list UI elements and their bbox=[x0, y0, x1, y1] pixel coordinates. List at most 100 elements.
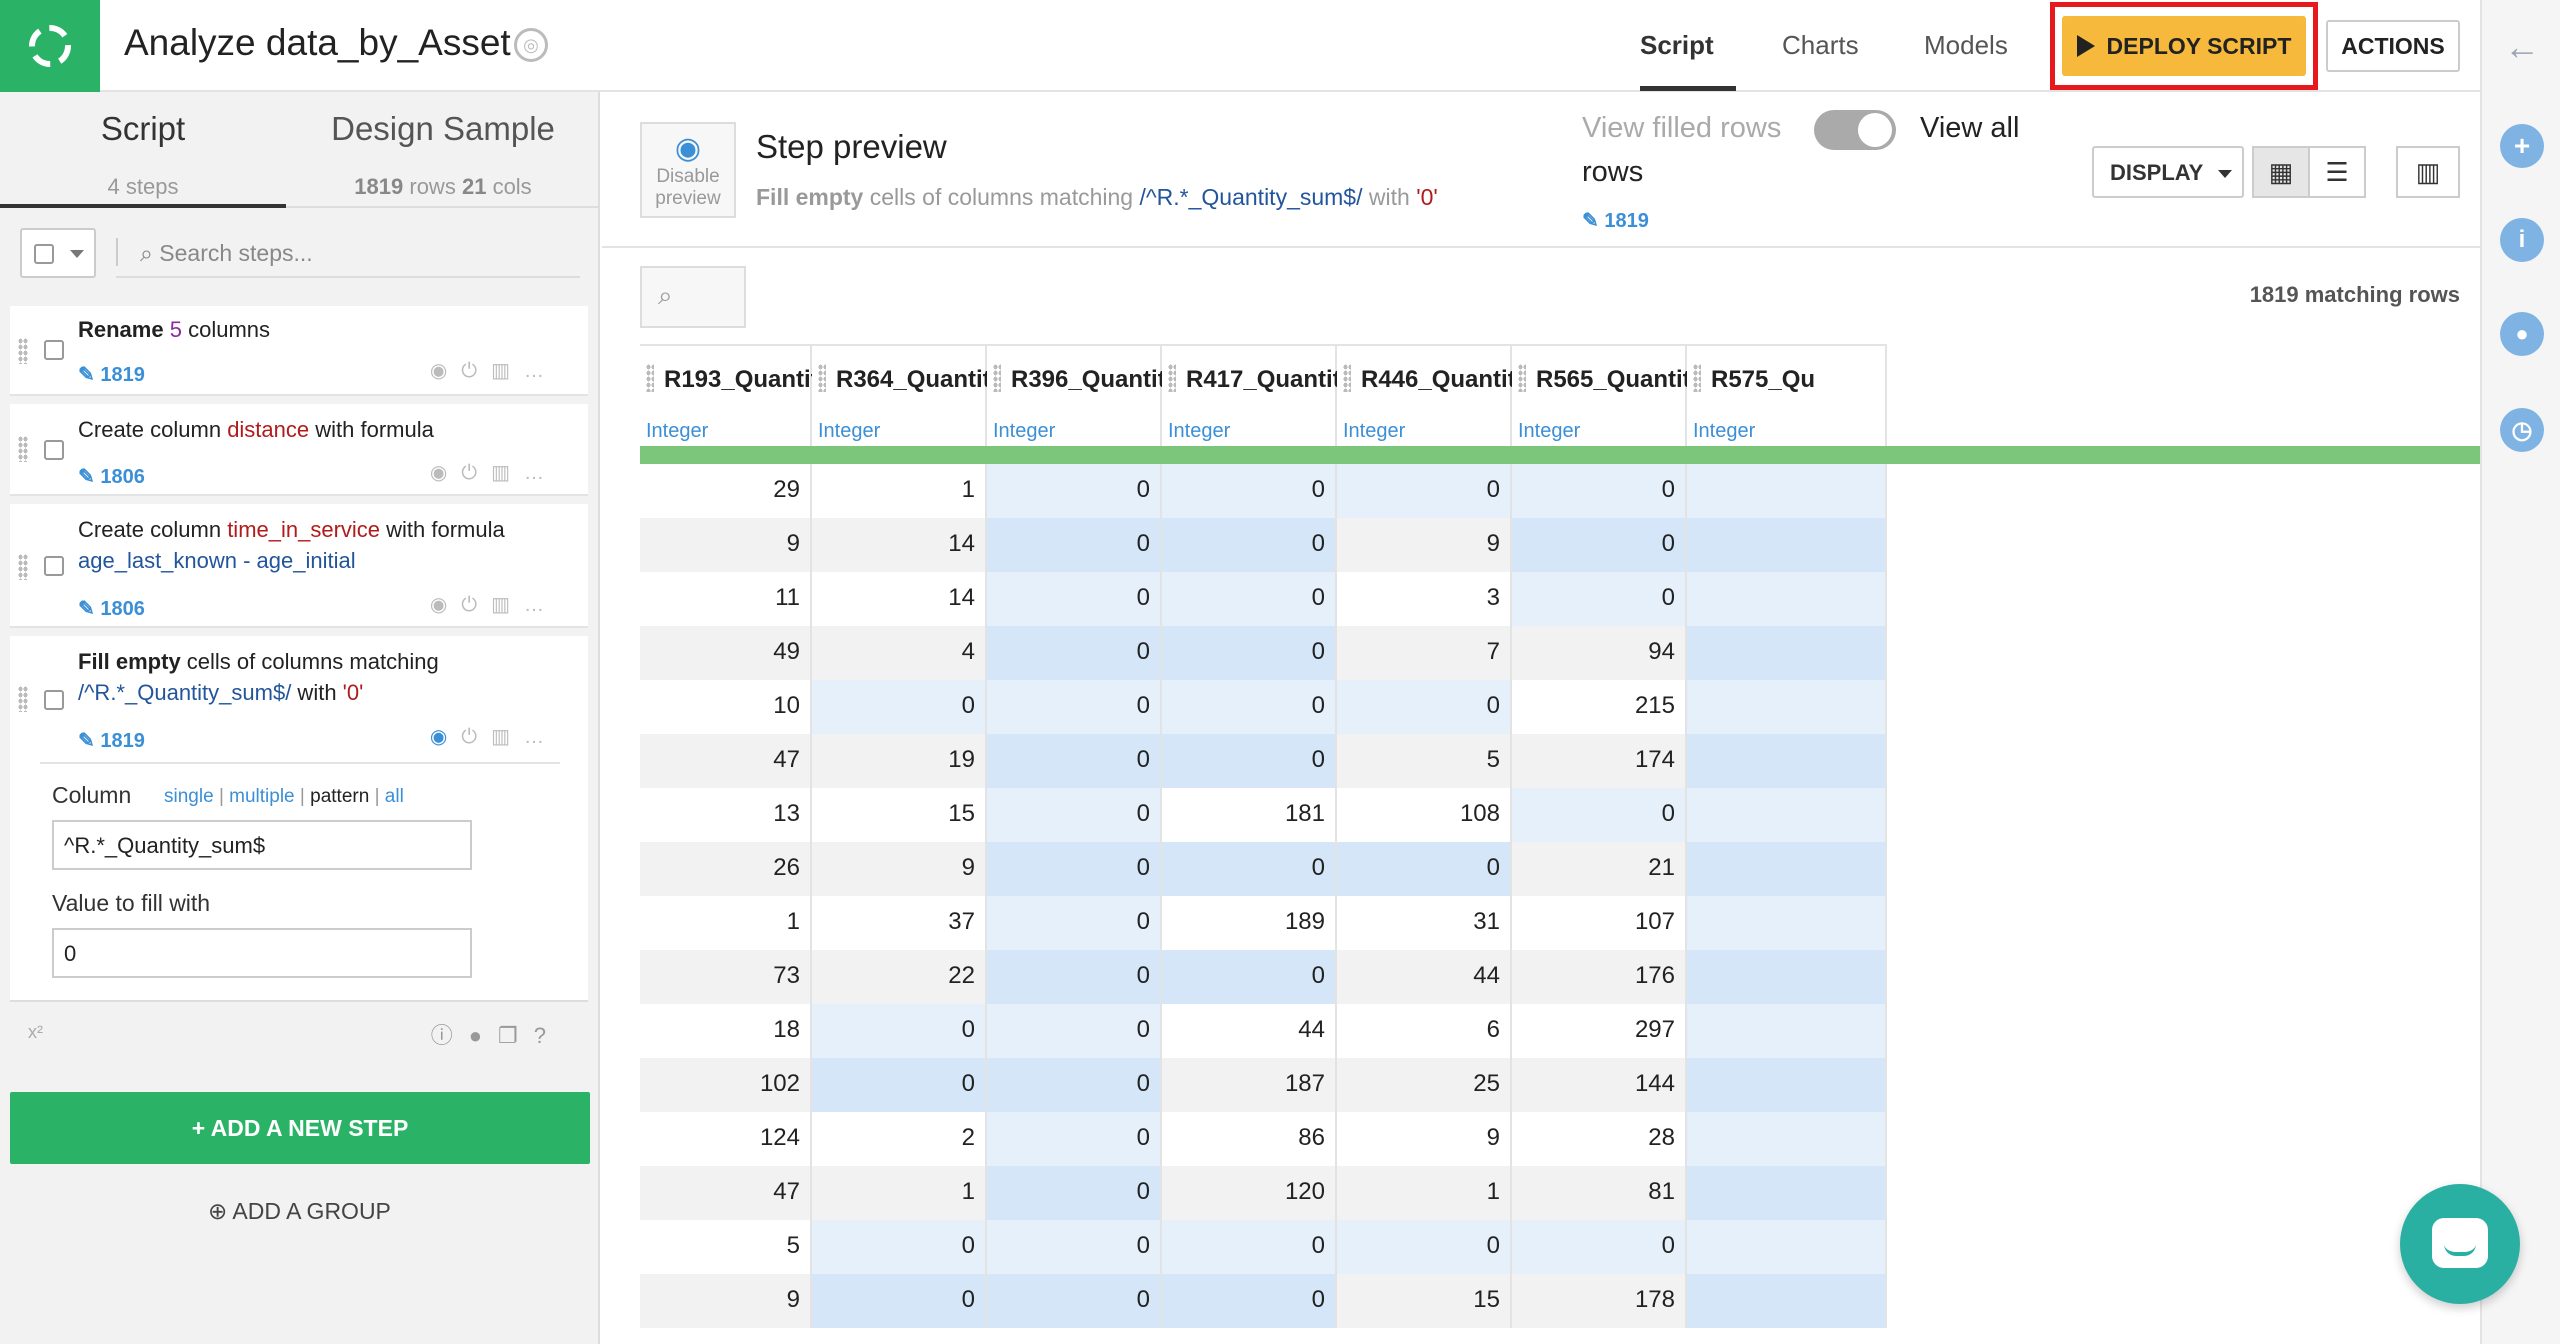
mode-all-link[interactable]: all bbox=[384, 786, 404, 807]
column-type[interactable]: Integer bbox=[646, 420, 709, 442]
drag-handle-icon[interactable] bbox=[1693, 364, 1701, 392]
table-cell[interactable]: 120 bbox=[1162, 1166, 1337, 1220]
column-type[interactable]: Integer bbox=[1343, 420, 1406, 442]
table-cell[interactable]: 6 bbox=[1337, 1004, 1512, 1058]
table-cell[interactable] bbox=[1687, 842, 1887, 896]
color-icon[interactable]: ● bbox=[468, 1023, 499, 1048]
table-cell[interactable] bbox=[1687, 680, 1887, 734]
table-cell[interactable]: 0 bbox=[1162, 1274, 1337, 1328]
arrow-left-icon[interactable]: ← bbox=[2504, 26, 2540, 67]
table-cell[interactable]: 1 bbox=[812, 1166, 987, 1220]
table-cell[interactable]: 1 bbox=[1337, 1166, 1512, 1220]
column-header[interactable]: R446_Quantity_sum Integer bbox=[1337, 344, 1592, 446]
table-cell[interactable]: 124 bbox=[640, 1112, 812, 1166]
table-cell[interactable]: 5 bbox=[640, 1220, 812, 1274]
column-header[interactable]: R364_Quantity_sum Integer bbox=[812, 344, 1067, 446]
table-cell[interactable]: 26 bbox=[640, 842, 812, 896]
table-cell[interactable]: 44 bbox=[1162, 1004, 1337, 1058]
power-icon[interactable]: ⏻ bbox=[461, 462, 492, 484]
table-cell[interactable]: 9 bbox=[640, 1274, 812, 1328]
table-cell[interactable]: 9 bbox=[1337, 1112, 1512, 1166]
table-cell[interactable]: 102 bbox=[640, 1058, 812, 1112]
display-dropdown[interactable]: DISPLAY bbox=[2092, 146, 2244, 198]
table-cell[interactable]: 0 bbox=[812, 1274, 987, 1328]
table-cell[interactable] bbox=[1687, 1058, 1887, 1112]
table-cell[interactable]: 10 bbox=[640, 680, 812, 734]
table-cell[interactable]: 14 bbox=[812, 518, 987, 572]
table-cell[interactable]: 174 bbox=[1512, 734, 1687, 788]
table-cell[interactable]: 4 bbox=[812, 626, 987, 680]
table-cell[interactable]: 0 bbox=[1162, 950, 1337, 1004]
info-icon[interactable]: i bbox=[2500, 218, 2544, 262]
table-cell[interactable]: 0 bbox=[1162, 518, 1337, 572]
table-cell[interactable]: 0 bbox=[987, 680, 1162, 734]
tab-design-sample[interactable]: Design Sample 1819 rows 21 cols bbox=[300, 110, 586, 200]
table-cell[interactable]: 21 bbox=[1512, 842, 1687, 896]
table-cell[interactable]: 47 bbox=[640, 1166, 812, 1220]
table-cell[interactable]: 181 bbox=[1162, 788, 1337, 842]
info-icon[interactable]: ⓘ bbox=[430, 1023, 469, 1048]
table-cell[interactable]: 0 bbox=[987, 464, 1162, 518]
column-header[interactable]: R575_Qu Integer bbox=[1687, 344, 1887, 446]
view-toggle[interactable] bbox=[1814, 110, 1896, 150]
table-cell[interactable]: 0 bbox=[987, 1058, 1162, 1112]
column-type[interactable]: Integer bbox=[1693, 420, 1756, 442]
table-cell[interactable]: 0 bbox=[812, 1058, 987, 1112]
table-cell[interactable]: 297 bbox=[1512, 1004, 1687, 1058]
search-steps-input[interactable]: ⌕ Search steps... bbox=[140, 240, 313, 267]
deploy-script-button[interactable]: DEPLOY SCRIPT bbox=[2062, 16, 2306, 76]
trash-icon[interactable]: ▥ bbox=[491, 462, 524, 484]
column-type[interactable]: Integer bbox=[993, 420, 1056, 442]
table-cell[interactable]: 0 bbox=[1512, 464, 1687, 518]
table-cell[interactable] bbox=[1687, 1112, 1887, 1166]
drag-handle-icon[interactable] bbox=[993, 364, 1001, 392]
table-cell[interactable]: 14 bbox=[812, 572, 987, 626]
tab-models[interactable]: Models bbox=[1924, 30, 2008, 60]
table-cell[interactable]: 0 bbox=[987, 842, 1162, 896]
table-cell[interactable]: 0 bbox=[987, 572, 1162, 626]
table-cell[interactable]: 81 bbox=[1512, 1166, 1687, 1220]
drag-handle-icon[interactable] bbox=[18, 436, 28, 462]
table-cell[interactable]: 0 bbox=[1162, 626, 1337, 680]
table-cell[interactable]: 0 bbox=[987, 734, 1162, 788]
table-cell[interactable]: 44 bbox=[1337, 950, 1512, 1004]
table-cell[interactable]: 0 bbox=[1162, 572, 1337, 626]
more-icon[interactable]: … bbox=[524, 594, 558, 616]
drag-handle-icon[interactable] bbox=[1518, 364, 1526, 392]
table-cell[interactable] bbox=[1687, 518, 1887, 572]
table-cell[interactable]: 28 bbox=[1512, 1112, 1687, 1166]
table-cell[interactable]: 0 bbox=[812, 1004, 987, 1058]
table-cell[interactable]: 0 bbox=[1162, 464, 1337, 518]
table-cell[interactable] bbox=[1687, 788, 1887, 842]
actions-button[interactable]: ACTIONS bbox=[2326, 20, 2460, 72]
table-cell[interactable] bbox=[1687, 1220, 1887, 1274]
eye-icon[interactable]: ◉ bbox=[429, 462, 462, 484]
chart-view-button[interactable]: ▥ bbox=[2396, 146, 2460, 198]
table-cell[interactable]: 2 bbox=[812, 1112, 987, 1166]
table-cell[interactable]: 31 bbox=[1337, 896, 1512, 950]
table-cell[interactable]: 29 bbox=[640, 464, 812, 518]
table-cell[interactable]: 15 bbox=[812, 788, 987, 842]
table-cell[interactable]: 0 bbox=[1337, 1220, 1512, 1274]
power-icon[interactable]: ⏻ bbox=[461, 360, 492, 382]
power-icon[interactable]: ⏻ bbox=[461, 726, 492, 748]
table-cell[interactable]: 0 bbox=[1162, 680, 1337, 734]
tab-charts[interactable]: Charts bbox=[1782, 30, 1859, 60]
table-cell[interactable]: 37 bbox=[812, 896, 987, 950]
drag-handle-icon[interactable] bbox=[818, 364, 826, 392]
column-header[interactable]: R565_Quantity_sum Integer bbox=[1512, 344, 1767, 446]
table-cell[interactable] bbox=[1687, 464, 1887, 518]
table-cell[interactable]: 176 bbox=[1512, 950, 1687, 1004]
table-cell[interactable]: 9 bbox=[1337, 518, 1512, 572]
more-icon[interactable]: … bbox=[524, 462, 558, 484]
table-cell[interactable]: 0 bbox=[1512, 572, 1687, 626]
column-type[interactable]: Integer bbox=[1168, 420, 1231, 442]
copy-icon[interactable]: ❐ bbox=[498, 1023, 534, 1048]
table-cell[interactable]: 5 bbox=[1337, 734, 1512, 788]
superscript-toggle[interactable]: x² bbox=[28, 1022, 43, 1042]
table-cell[interactable] bbox=[1687, 1004, 1887, 1058]
mode-single-link[interactable]: single bbox=[164, 786, 214, 807]
table-cell[interactable]: 187 bbox=[1162, 1058, 1337, 1112]
table-cell[interactable]: 0 bbox=[1512, 518, 1687, 572]
table-cell[interactable] bbox=[1687, 1166, 1887, 1220]
